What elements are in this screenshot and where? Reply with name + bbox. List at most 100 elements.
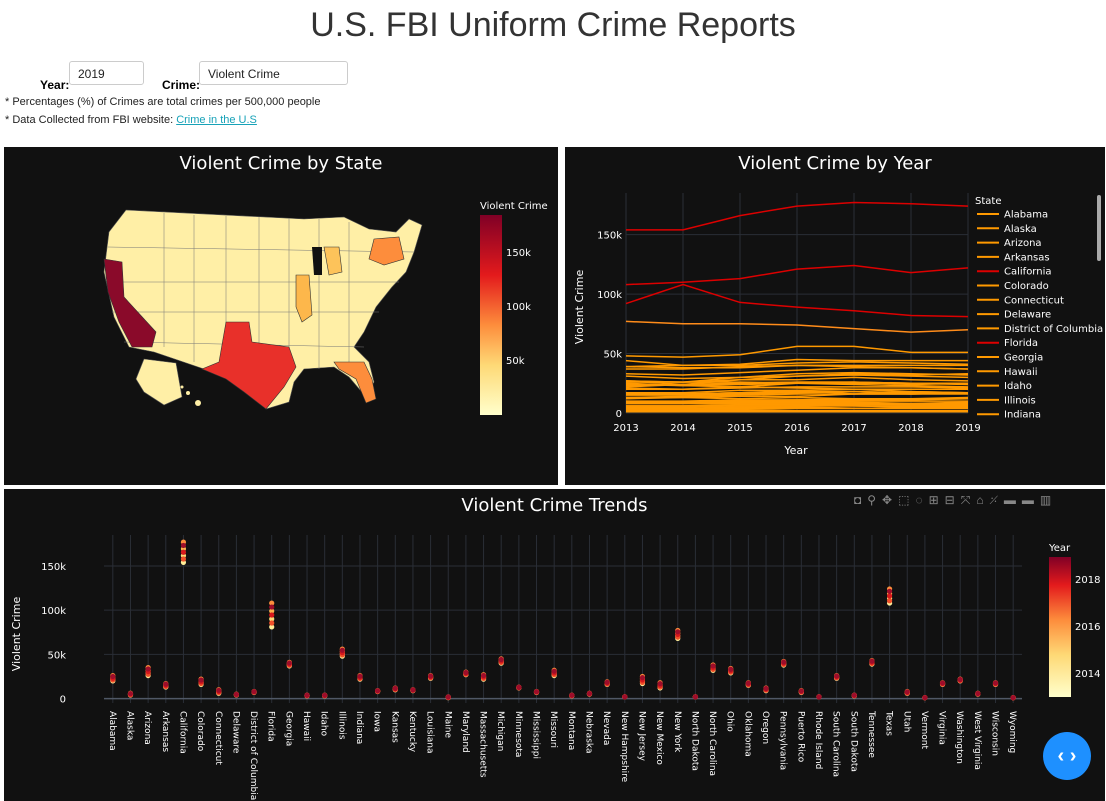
series-line-kansas[interactable] — [626, 397, 968, 402]
scatter-point[interactable] — [180, 549, 187, 555]
scatter-point[interactable] — [286, 660, 292, 666]
scatter-point[interactable] — [834, 673, 840, 679]
series-line-california[interactable] — [626, 201, 969, 231]
legend-item[interactable]: Hawaii — [1004, 367, 1038, 378]
legend-item[interactable]: Alabama — [1004, 210, 1048, 221]
scatter-point[interactable] — [251, 689, 257, 695]
state-michigan[interactable] — [323, 246, 343, 276]
zoom-out-icon[interactable]: ⊟ — [944, 493, 961, 507]
scatter-point[interactable] — [728, 666, 734, 672]
scatter-point[interactable] — [533, 689, 540, 695]
scatter-point[interactable] — [427, 673, 434, 679]
hawaii-islands[interactable] — [180, 385, 202, 407]
box-select-icon[interactable]: ⬚ — [898, 493, 916, 507]
state-illinois[interactable] — [295, 274, 313, 323]
state-new-york[interactable] — [368, 236, 405, 266]
series-line-north-carolina[interactable] — [625, 367, 969, 376]
legend-item[interactable]: Delaware — [1004, 310, 1051, 321]
scatter-point[interactable] — [392, 685, 398, 691]
scatter-point[interactable] — [886, 593, 893, 599]
scatter-point[interactable] — [886, 588, 893, 594]
camera-icon[interactable]: ◘ — [854, 493, 868, 507]
scatter-point[interactable] — [339, 647, 345, 653]
legend-item[interactable]: Alaska — [1004, 224, 1037, 235]
legend-item[interactable]: Arizona — [1004, 238, 1042, 249]
state-alaska[interactable] — [135, 358, 183, 406]
scatter-point[interactable] — [216, 687, 222, 693]
scatter-point[interactable] — [781, 659, 787, 665]
scatter-point[interactable] — [904, 689, 910, 695]
scatter-point[interactable] — [692, 694, 699, 700]
scatter-point[interactable] — [269, 612, 275, 618]
year-input[interactable]: 2019 — [69, 61, 144, 85]
series-line-oklahoma[interactable] — [626, 390, 968, 396]
series-line-tennessee[interactable] — [625, 361, 969, 368]
scatter-point[interactable] — [304, 692, 310, 698]
scatter-point[interactable] — [975, 690, 981, 697]
line-chart[interactable]: 2013 2014 2015 2016 2017 2018 2019 0 50k 100k 150k… — [565, 147, 1105, 485]
series-line-west-virginia[interactable] — [626, 405, 968, 408]
crime-in-us-link[interactable]: Crime in the U.S — [176, 114, 257, 126]
scatter-point[interactable] — [163, 681, 169, 687]
scatter-point[interactable] — [639, 675, 646, 681]
scatter-point[interactable] — [269, 600, 275, 606]
series-line-arkansas[interactable] — [625, 392, 969, 399]
legend-item[interactable]: Colorado — [1004, 281, 1049, 292]
legend-item[interactable]: Georgia — [1004, 353, 1043, 364]
hover-closest-icon[interactable]: ▬ — [1003, 493, 1022, 507]
scatter-point[interactable] — [551, 668, 557, 674]
pan-icon[interactable]: ✥ — [882, 493, 899, 507]
scatter-point[interactable] — [198, 677, 204, 683]
legend-item[interactable]: Arkansas — [1004, 252, 1050, 263]
scatter-point[interactable] — [480, 672, 487, 679]
scatter-point[interactable] — [269, 624, 275, 630]
series-line-new-york[interactable] — [625, 320, 969, 333]
scatter-point[interactable] — [269, 604, 275, 610]
scatter-point[interactable] — [869, 658, 875, 664]
scatter-point[interactable] — [445, 694, 451, 700]
scatter-point[interactable] — [498, 656, 504, 663]
series-line-texas[interactable] — [625, 264, 969, 286]
zoom-icon[interactable]: ⚲ — [867, 493, 883, 507]
autoscale-icon[interactable]: ⤧ — [960, 493, 977, 507]
scatter-point[interactable] — [745, 680, 751, 686]
legend-item[interactable]: Indiana — [1004, 410, 1041, 421]
scatter-point[interactable] — [516, 684, 522, 690]
scatter-point[interactable] — [269, 620, 275, 626]
scatter-point[interactable] — [569, 692, 575, 698]
spike-icon[interactable]: ⸓ — [989, 493, 1004, 507]
legend-item[interactable]: California — [1004, 267, 1052, 278]
scatter-point[interactable] — [657, 680, 663, 687]
scatter-point[interactable] — [922, 695, 928, 701]
legend-item[interactable]: District of Columbia — [1004, 324, 1103, 335]
scatter-point[interactable] — [145, 666, 151, 672]
scatter-point[interactable] — [269, 608, 275, 614]
legend-item[interactable]: Idaho — [1004, 381, 1032, 392]
home-icon[interactable]: ⌂ — [976, 493, 990, 507]
scatter-point[interactable] — [127, 690, 134, 697]
scatter-point[interactable] — [463, 669, 469, 676]
series-line-washington[interactable] — [625, 386, 969, 390]
scatter-point[interactable] — [710, 663, 716, 669]
scatter-point[interactable] — [992, 680, 999, 686]
hover-compare-icon[interactable]: ▬ — [1021, 493, 1040, 507]
state-texas[interactable] — [201, 321, 297, 410]
scatter-point[interactable] — [957, 676, 963, 683]
scatter-point[interactable] — [410, 687, 416, 693]
scatter-point[interactable] — [180, 542, 187, 549]
scatter-point[interactable] — [816, 694, 822, 700]
lasso-icon[interactable]: ◌ — [915, 493, 929, 507]
crime-input[interactable]: Violent Crime — [199, 61, 348, 85]
scatter-point[interactable] — [851, 692, 857, 698]
state-california[interactable] — [103, 258, 157, 348]
scatter-point[interactable] — [1010, 695, 1016, 701]
scatter-point[interactable] — [269, 616, 275, 622]
scatter-point[interactable] — [886, 598, 893, 604]
series-line-montana[interactable] — [626, 407, 968, 411]
scatter-point[interactable] — [357, 673, 363, 679]
scatter-point[interactable] — [939, 680, 946, 686]
legend-item[interactable]: Illinois — [1004, 395, 1036, 406]
code-toggle-button[interactable]: ‹ › — [1043, 732, 1091, 780]
scatter-point[interactable] — [763, 685, 769, 692]
plotly-logo-icon[interactable]: ▥ — [1039, 493, 1058, 507]
